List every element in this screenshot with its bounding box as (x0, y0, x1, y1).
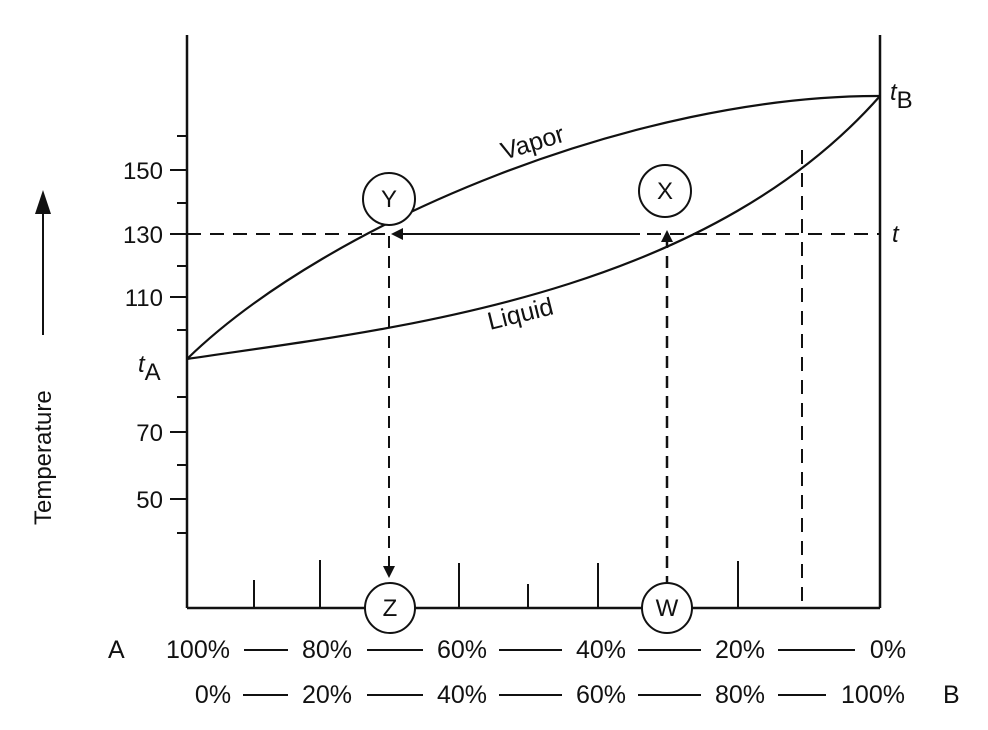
row-b-0: 0% (195, 681, 231, 709)
liquid-label: Liquid (485, 293, 557, 336)
liquid-curve (186, 95, 881, 361)
y-tick-50: 50 (136, 487, 163, 514)
svg-text:W: W (656, 595, 679, 622)
label-t-marker: t (892, 221, 900, 248)
point-y: Y (362, 172, 416, 226)
row-a-60: 60% (437, 636, 487, 664)
y-axis-label-group: Temperature (30, 190, 57, 525)
row-a-100: 100% (166, 636, 230, 664)
y-axis-label: Temperature (30, 390, 57, 525)
y-tick-150: 150 (123, 158, 163, 185)
row-b-20: 20% (302, 681, 352, 709)
composition-row-a: 100% 80% 60% 40% 20% 0% (166, 636, 906, 664)
point-w: W (641, 582, 693, 634)
row-a-80: 80% (302, 636, 352, 664)
row-a-0: 0% (870, 636, 906, 664)
y-axis-arrow-head (35, 190, 51, 214)
row-a-40: 40% (576, 636, 626, 664)
point-x: X (638, 164, 692, 218)
row-b-40: 40% (437, 681, 487, 709)
row-b-80: 80% (715, 681, 765, 709)
bottom-label-a: A (108, 636, 125, 664)
y-tick-70: 70 (136, 420, 163, 447)
row-b-100: 100% (841, 681, 905, 709)
y-tick-130: 130 (123, 222, 163, 249)
svg-text:X: X (657, 178, 673, 205)
vapor-curve (186, 94, 881, 360)
svg-text:Z: Z (383, 595, 398, 622)
composition-row-b: 0% 20% 40% 60% 80% 100% (195, 681, 905, 709)
point-z: Z (364, 582, 416, 634)
label-t-b: tB (890, 79, 913, 114)
row-a-20: 20% (715, 636, 765, 664)
label-t-a: tA (138, 351, 161, 386)
row-b-60: 60% (576, 681, 626, 709)
bottom-label-b: B (943, 681, 960, 709)
bottom-axis-ticks (253, 560, 739, 608)
y-tick-110: 110 (125, 285, 163, 312)
svg-text:Y: Y (381, 186, 397, 213)
vapor-label: Vapor (498, 120, 568, 166)
left-axis-ticks (170, 135, 187, 534)
